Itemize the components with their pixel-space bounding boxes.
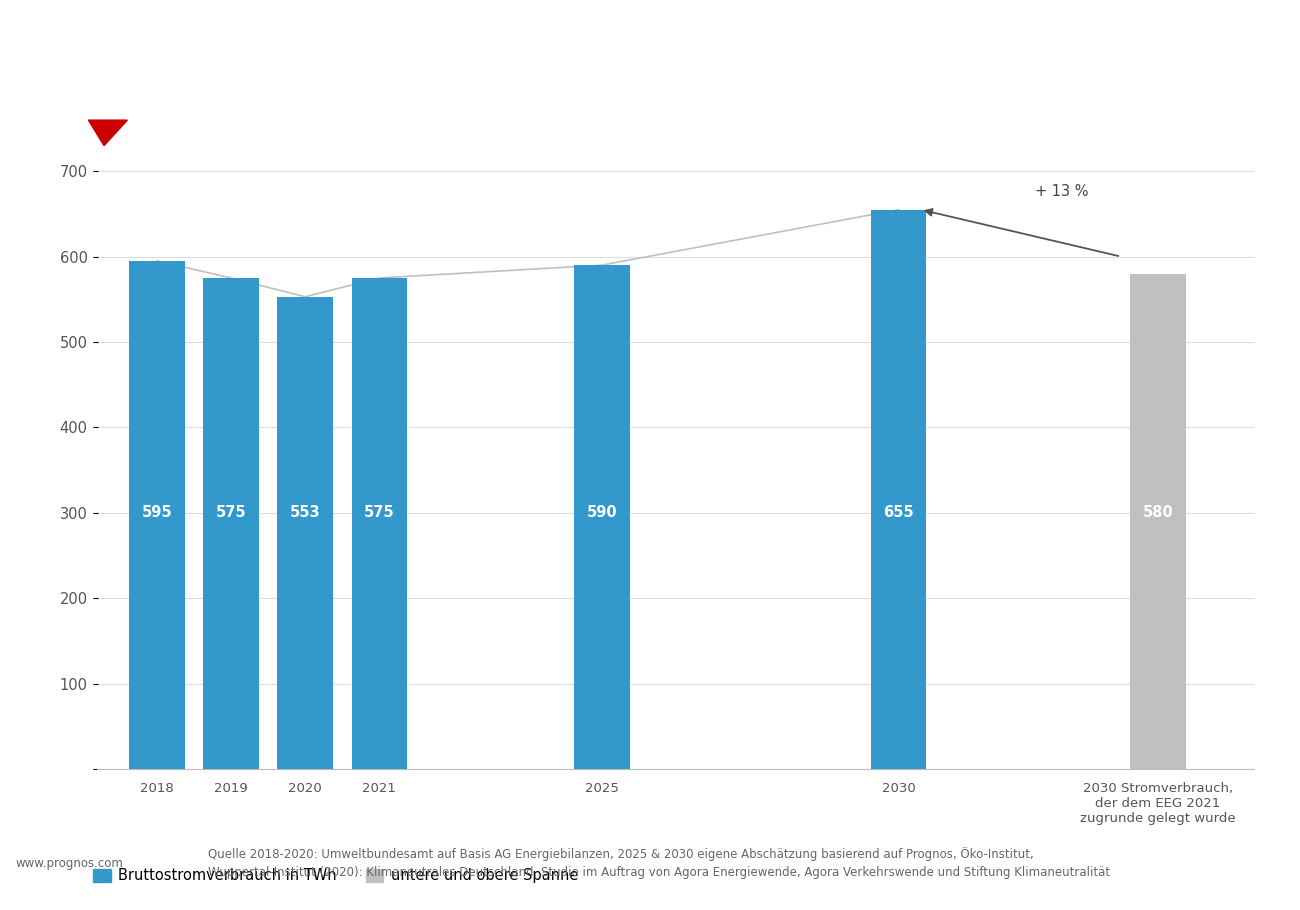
Bar <box>277 297 333 769</box>
Bar <box>351 278 407 769</box>
Text: Entwicklung des Bruttostromverbrauchs in TWh: Entwicklung des Bruttostromverbrauchs in… <box>29 84 413 99</box>
Text: 575: 575 <box>364 505 395 521</box>
Legend: Bruttostromverbrauch in TWh, untere und obere Spanne: Bruttostromverbrauch in TWh, untere und … <box>94 868 578 884</box>
Bar <box>1130 274 1186 769</box>
Text: www.prognos.com: www.prognos.com <box>16 856 124 870</box>
Text: prognos: prognos <box>1087 41 1240 74</box>
Text: + 13 %: + 13 % <box>1035 184 1088 198</box>
Bar <box>871 209 927 769</box>
Text: 595: 595 <box>142 505 172 521</box>
Bar <box>575 265 629 769</box>
Text: 580: 580 <box>1143 505 1174 521</box>
Text: 553: 553 <box>290 505 321 521</box>
Text: Quelle 2018-2020: Umweltbundesamt auf Basis AG Energiebilanzen, 2025 & 2030 eige: Quelle 2018-2020: Umweltbundesamt auf Ba… <box>208 847 1110 879</box>
Text: ERWARTETE BANDBREITE: ERWARTETE BANDBREITE <box>29 30 325 50</box>
Text: 655: 655 <box>883 505 914 521</box>
Bar <box>129 261 185 769</box>
Text: 590: 590 <box>586 505 618 521</box>
Bar <box>203 278 259 769</box>
Text: 575: 575 <box>216 505 246 521</box>
